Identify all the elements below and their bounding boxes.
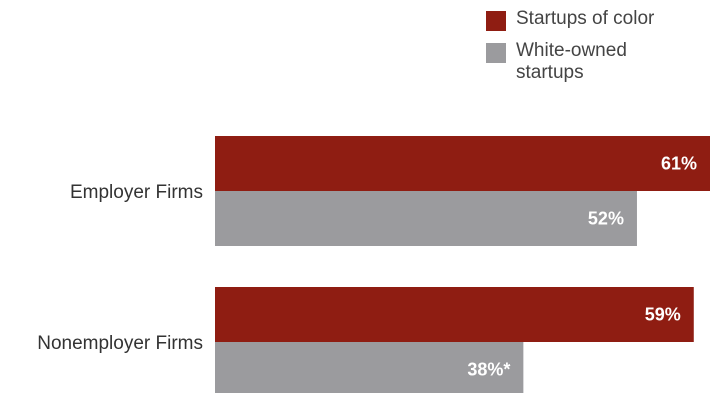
data-label-employer-firms-startups-of-color: 61% [661, 154, 697, 174]
legend-swatch-startups-of-color [486, 11, 506, 31]
data-label-nonemployer-firms-white-owned-startups: 38%* [467, 360, 510, 380]
bar-nonemployer-firms-white-owned-startups [215, 342, 524, 393]
category-label-employer-firms: Employer Firms [70, 182, 203, 203]
category-label-nonemployer-firms: Nonemployer Firms [37, 333, 203, 354]
legend: Startups of color White-owned startups [486, 8, 711, 94]
legend-item-white-owned-startups: White-owned startups [486, 40, 711, 84]
bar-employer-firms-startups-of-color [215, 136, 710, 191]
legend-swatch-white-owned-startups [486, 43, 506, 63]
data-label-employer-firms-white-owned-startups: 52% [588, 209, 624, 229]
data-label-nonemployer-firms-startups-of-color: 59% [645, 305, 681, 325]
bar-employer-firms-white-owned-startups [215, 191, 637, 246]
legend-label-startups-of-color: Startups of color [516, 8, 655, 29]
legend-label-white-owned-startups: White-owned startups [516, 40, 627, 83]
legend-item-startups-of-color: Startups of color [486, 8, 711, 31]
bar-nonemployer-firms-startups-of-color [215, 287, 694, 342]
